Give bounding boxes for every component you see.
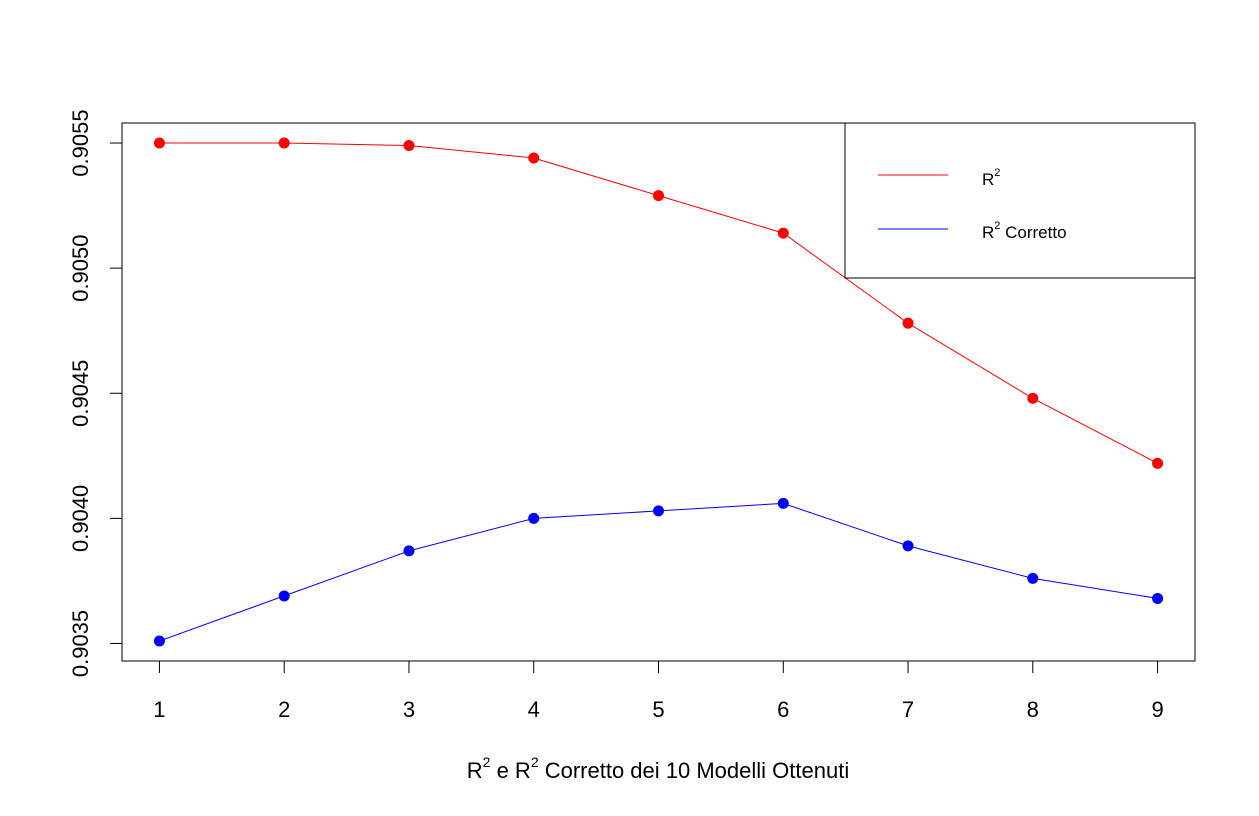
- x-tick-label: 8: [1027, 697, 1039, 722]
- x-tick-label: 7: [902, 697, 914, 722]
- x-tick-label: 9: [1151, 697, 1163, 722]
- data-point: [403, 545, 415, 557]
- data-point: [153, 635, 165, 647]
- data-point: [278, 137, 290, 149]
- data-point: [153, 137, 165, 149]
- data-point: [653, 190, 664, 202]
- x-tick-label: 6: [777, 697, 789, 722]
- data-point: [1027, 572, 1039, 584]
- data-point: [1152, 592, 1164, 604]
- legend-box: [844, 122, 1196, 279]
- data-point: [902, 317, 914, 329]
- y-tick-label: 0.9045: [68, 360, 93, 427]
- x-axis-title: R2 e R2 Corretto dei 10 Modelli Ottenuti: [467, 754, 849, 783]
- y-axis: 0.9035 0.9040 0.9045 0.9050 0.9055: [68, 109, 123, 677]
- x-axis: 1 2 3 4 5 6 7 8 9: [153, 660, 1164, 722]
- y-tick-label: 0.9050: [68, 234, 93, 301]
- data-point: [528, 512, 540, 524]
- data-point: [1152, 457, 1164, 469]
- x-tick-label: 1: [153, 697, 165, 722]
- series-layer: [153, 137, 1164, 647]
- data-point: [902, 540, 914, 552]
- data-point: [777, 497, 789, 509]
- data-point: [278, 590, 290, 602]
- x-tick-label: 2: [278, 697, 290, 722]
- x-tick-label: 5: [652, 697, 664, 722]
- y-tick-label: 0.9055: [68, 109, 93, 176]
- y-tick-label: 0.9035: [68, 610, 93, 677]
- x-tick-label: 3: [403, 697, 415, 722]
- data-point: [653, 505, 664, 517]
- data-point: [403, 140, 415, 152]
- legend-label-r2-corretto: R2 Corretto: [982, 220, 1067, 242]
- data-point: [528, 152, 540, 164]
- data-point: [777, 227, 789, 239]
- data-point: [1027, 392, 1039, 404]
- x-tick-label: 4: [528, 697, 540, 722]
- series-line-1: [159, 502, 1158, 642]
- legend: R2 R2 Corretto: [844, 122, 1196, 279]
- legend-label-r2: R2: [982, 167, 1000, 189]
- y-tick-label: 0.9040: [68, 485, 93, 552]
